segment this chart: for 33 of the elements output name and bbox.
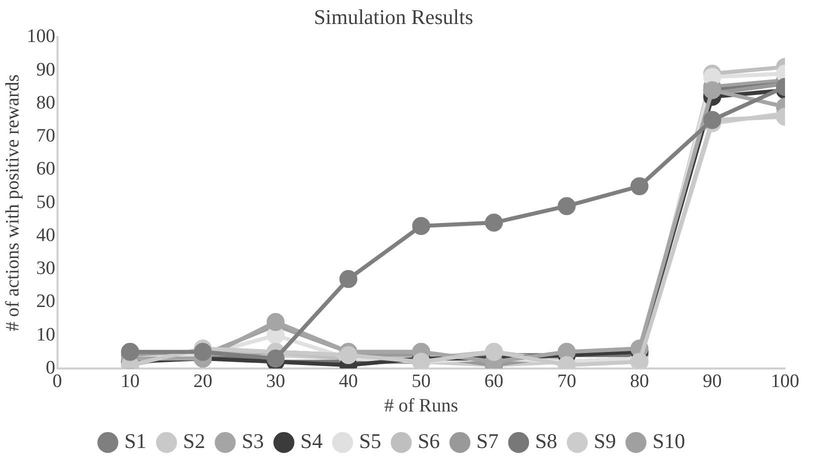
- y-tick-label: 100: [26, 26, 56, 48]
- chart-title: Simulation Results: [314, 5, 474, 30]
- y-tick-label: 70: [36, 126, 56, 147]
- legend-label: S1: [124, 429, 147, 454]
- x-tick-label: 60: [484, 370, 504, 392]
- x-tick-label: 50: [412, 370, 431, 392]
- x-axis-title: # of Runs: [384, 396, 458, 417]
- y-tick-label: 50: [36, 192, 56, 213]
- y-tick-label: 10: [36, 324, 56, 346]
- legend-label: S7: [476, 429, 499, 454]
- y-tick-label: 40: [36, 224, 56, 246]
- x-tick-label: 10: [120, 370, 140, 392]
- x-tick-label: 80: [630, 370, 649, 392]
- y-tick-label: 80: [36, 92, 56, 114]
- x-tick-label: 90: [702, 370, 722, 392]
- x-tick-label: 40: [338, 370, 358, 392]
- x-tick-label: 70: [557, 370, 576, 392]
- x-tick-label: 20: [193, 370, 212, 392]
- legend-label: S4: [300, 429, 324, 454]
- y-tick-label: 20: [36, 291, 56, 312]
- x-tick-label: 30: [266, 370, 286, 392]
- y-tick-label: 30: [36, 258, 56, 280]
- legend-label: S2: [183, 429, 206, 454]
- legend-label: S8: [535, 429, 558, 454]
- legend-label: S6: [418, 429, 440, 454]
- legend-label: S9: [594, 429, 616, 454]
- y-axis-title: # of actions with positive rewards: [2, 74, 24, 332]
- legend-label: S10: [652, 429, 686, 454]
- y-tick-label: 60: [36, 158, 56, 180]
- y-tick-label: 90: [36, 59, 56, 80]
- legend-label: S5: [359, 429, 382, 454]
- legend-label: S3: [242, 429, 264, 454]
- x-tick-label: 100: [770, 370, 800, 392]
